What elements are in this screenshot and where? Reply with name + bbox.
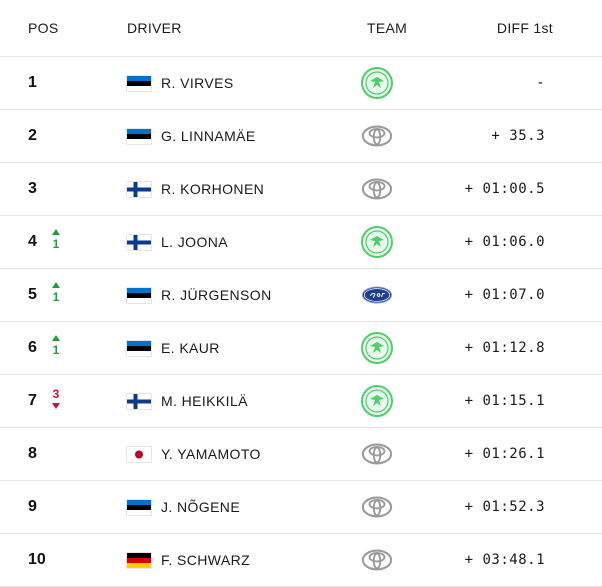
position-change: 1 <box>50 335 62 356</box>
position: 4 <box>28 233 37 250</box>
position: 8 <box>28 445 37 462</box>
diff-value: + 03:48.1 <box>464 552 545 568</box>
diff-value: + 01:06.0 <box>464 234 545 250</box>
change-value: 1 <box>52 237 60 251</box>
change-value: 3 <box>52 387 60 401</box>
skoda-logo-icon <box>361 67 393 99</box>
toyota-logo-icon <box>361 173 393 205</box>
position: 5 <box>28 286 37 303</box>
driver-name[interactable]: M. HEIKKILÄ <box>161 393 248 409</box>
toyota-logo-icon <box>361 438 393 470</box>
toyota-logo-icon <box>361 120 393 152</box>
skoda-logo-icon <box>361 385 393 417</box>
header-diff: DIFF 1st <box>496 20 553 36</box>
skoda-logo-icon <box>361 332 393 364</box>
driver-name[interactable]: E. KAUR <box>161 340 220 356</box>
header-pos: POS <box>28 20 59 36</box>
table-row[interactable]: 7 3 M. HEIKKILÄ + 01:15.1 <box>0 375 602 428</box>
toyota-logo-icon <box>361 544 393 576</box>
toyota-logo-icon <box>361 491 393 523</box>
change-value: 1 <box>52 343 60 357</box>
position: 2 <box>28 127 37 144</box>
japan-flag-icon <box>127 447 151 462</box>
estonia-flag-icon <box>127 76 151 91</box>
finland-flag-icon <box>127 394 151 409</box>
diff-value: + 01:52.3 <box>464 499 545 515</box>
header-driver: DRIVER <box>127 20 182 36</box>
header-team: TEAM <box>367 20 408 36</box>
arrow-up-icon <box>52 229 60 235</box>
table-row[interactable]: 10 F. SCHWARZ + 03:48.1 <box>0 534 602 587</box>
change-value: 1 <box>52 290 60 304</box>
driver-name[interactable]: G. LINNAMÄE <box>161 128 256 144</box>
ford-logo-icon <box>361 279 393 311</box>
finland-flag-icon <box>127 182 151 197</box>
table-row[interactable]: 3 R. KORHONEN + 01:00.5 <box>0 163 602 216</box>
arrow-up-icon <box>52 335 60 341</box>
estonia-flag-icon <box>127 341 151 356</box>
diff-value: + 01:07.0 <box>464 287 545 303</box>
driver-name[interactable]: R. KORHONEN <box>161 181 265 197</box>
driver-name[interactable]: L. JOONA <box>161 234 228 250</box>
position: 6 <box>28 339 37 356</box>
estonia-flag-icon <box>127 500 151 515</box>
table-row[interactable]: 1 R. VIRVES - <box>0 57 602 110</box>
estonia-flag-icon <box>127 288 151 303</box>
germany-flag-icon <box>127 553 151 568</box>
finland-flag-icon <box>127 235 151 250</box>
table-row[interactable]: 4 1 L. JOONA + 01:06.0 <box>0 216 602 269</box>
driver-name[interactable]: J. NÕGENE <box>161 499 241 515</box>
table-row[interactable]: 8 Y. YAMAMOTO + 01:26.1 <box>0 428 602 481</box>
skoda-logo-icon <box>361 226 393 258</box>
driver-name[interactable]: R. VIRVES <box>161 75 234 91</box>
position: 7 <box>28 392 37 409</box>
position-change: 3 <box>50 388 62 409</box>
estonia-flag-icon <box>127 129 151 144</box>
table-body: 1 R. VIRVES - 2 G. LINNAMÄE + 35.3 3 R. KORHONE… <box>0 57 602 587</box>
position-change: 1 <box>50 282 62 303</box>
table-row[interactable]: 6 1 E. KAUR + 01:12.8 <box>0 322 602 375</box>
table-row[interactable]: 2 G. LINNAMÄE + 35.3 <box>0 110 602 163</box>
position-change: 1 <box>50 229 62 250</box>
table-row[interactable]: 9 J. NÕGENE + 01:52.3 <box>0 481 602 534</box>
driver-name[interactable]: Y. YAMAMOTO <box>161 446 261 462</box>
diff-value: + 01:00.5 <box>464 181 545 197</box>
driver-name[interactable]: R. JÜRGENSON <box>161 287 272 303</box>
position: 10 <box>28 551 46 568</box>
diff-value: + 35.3 <box>491 128 545 144</box>
diff-value: + 01:12.8 <box>464 340 545 356</box>
position: 1 <box>28 74 37 91</box>
arrow-up-icon <box>52 282 60 288</box>
diff-value: + 01:15.1 <box>464 393 545 409</box>
position: 9 <box>28 498 37 515</box>
position: 3 <box>28 180 37 197</box>
table-header: POS DRIVER TEAM DIFF 1st <box>0 0 602 57</box>
table-row[interactable]: 5 1 R. JÜRGENSON + 01:07.0 <box>0 269 602 322</box>
diff-value: - <box>536 75 545 91</box>
arrow-down-icon <box>52 403 60 409</box>
diff-value: + 01:26.1 <box>464 446 545 462</box>
driver-name[interactable]: F. SCHWARZ <box>161 552 251 568</box>
